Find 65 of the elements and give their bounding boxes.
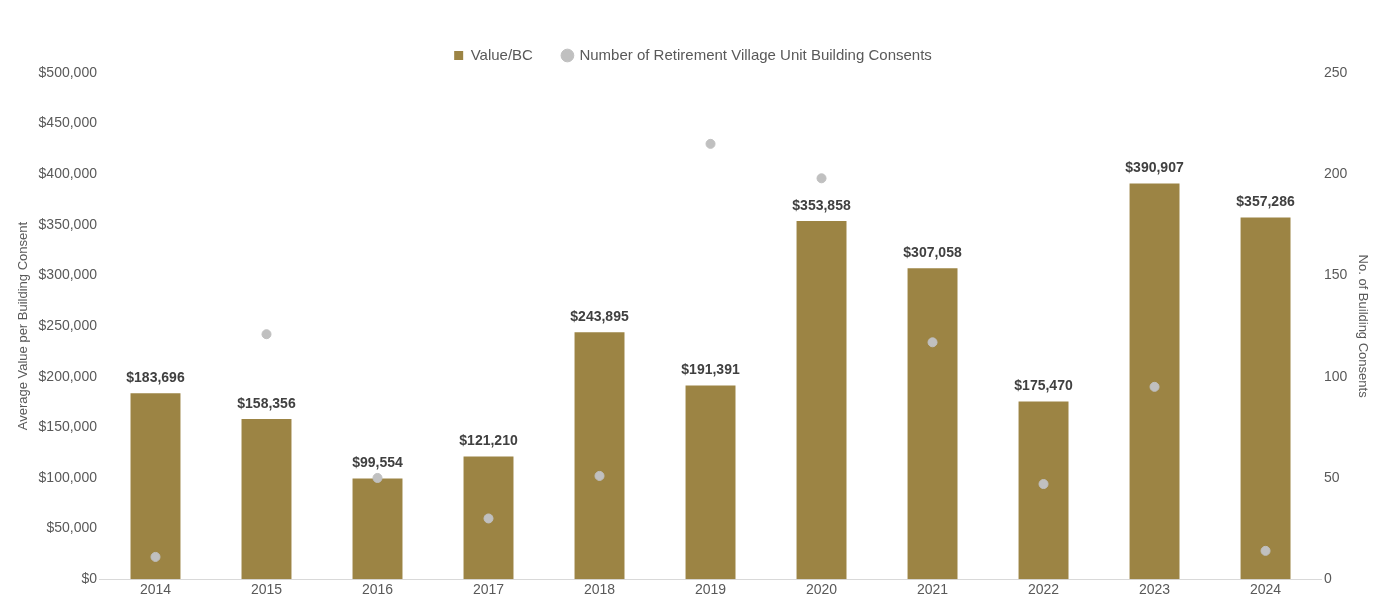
bar [1240,217,1291,580]
x-tick-label: 2014 [139,581,172,598]
y-tick-label: $350,000 [38,215,98,232]
x-tick-label: 2023 [1138,581,1171,598]
x-tick-label: 2020 [805,581,838,598]
bar [574,332,625,580]
bar [130,393,181,580]
x-tick-label: 2019 [694,581,727,598]
data-label: $175,470 [1014,377,1073,394]
y2-tick-label: 0 [1324,570,1333,587]
x-tick-label: 2024 [1249,581,1282,598]
bar [241,418,292,580]
x-tick-label: 2015 [250,581,283,598]
y2-tick-label: 150 [1324,266,1348,283]
y-tick-label: $100,000 [38,468,98,485]
bar [1018,401,1069,580]
y2-tick-label: 250 [1324,63,1348,80]
x-tick-label: 2018 [583,581,616,598]
y-tick-label: $500,000 [38,63,98,80]
x-tick-label: 2017 [472,581,505,598]
y-tick-label: $200,000 [38,367,98,384]
point [1260,545,1271,556]
point [594,470,605,481]
y2-tick-label: 100 [1324,367,1348,384]
y-tick-label: $50,000 [46,519,98,536]
y-tick-label: $300,000 [38,266,98,283]
y2-axis-title: No. of Building Consents [1355,254,1371,399]
point [927,337,938,348]
point [1149,381,1160,392]
y-tick-label: $150,000 [38,418,98,435]
data-label: $390,907 [1125,159,1184,176]
data-label: $191,391 [681,361,740,378]
bar [907,268,958,580]
data-label: $99,554 [352,454,404,471]
point [150,551,161,562]
point [1038,479,1049,490]
data-label: $357,286 [1236,193,1295,210]
y2-tick-label: 200 [1324,165,1348,182]
y-axis-title: Average Value per Building Consent [15,221,31,431]
y-tick-label: $450,000 [38,114,98,131]
y-tick-label: $250,000 [38,316,98,333]
bar [352,478,403,580]
point [705,138,716,149]
data-label: $353,858 [792,196,851,213]
bar [796,220,847,580]
y-tick-label: $0 [81,570,98,587]
x-tick-label: 2016 [361,581,394,598]
point [261,329,272,340]
y-tick-label: $400,000 [38,165,98,182]
data-label: $183,696 [126,369,185,386]
point [483,513,494,524]
x-tick-label: 2021 [916,581,949,598]
bar [685,385,736,580]
x-tick-label: 2022 [1027,581,1060,598]
bar [1129,183,1180,580]
legend-label: Value/BC [470,45,534,63]
point [816,173,827,184]
data-label: $243,895 [570,308,629,325]
point [372,472,383,483]
legend-label: Number of Retirement Village Unit Building Consents [579,45,932,63]
data-label: $307,058 [903,244,962,261]
data-label: $121,210 [459,432,518,449]
data-label: $158,356 [237,394,296,411]
y2-tick-label: 50 [1324,468,1340,485]
bar [463,456,514,580]
